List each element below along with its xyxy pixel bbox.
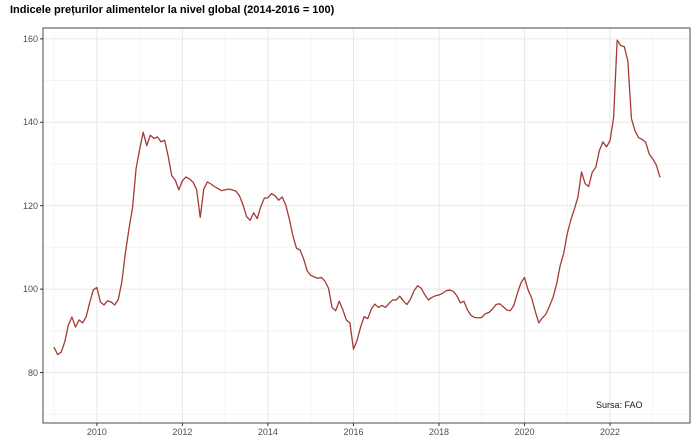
y-tick-label: 80 [27,367,38,378]
y-tick-label: 120 [22,200,38,211]
panel-background [43,28,690,423]
data-line-fao-index [53,39,661,356]
x-tick-label: 2010 [86,427,107,437]
x-tick-label: 2016 [343,427,364,437]
y-tick-label: 100 [22,284,38,295]
x-tick-label: 2020 [514,427,535,437]
y-tick-label: 160 [22,33,38,44]
x-tick-label: 2014 [257,427,278,437]
chart-title: Indicele prețurilor alimentelor la nivel… [10,4,335,16]
y-tick-label: 140 [22,117,38,128]
x-tick-label: 2022 [600,427,621,437]
x-tick-label: 2018 [428,427,449,437]
panel-border [42,27,691,424]
source-annotation: Sursa: FAO [596,400,643,410]
x-tick-label: 2012 [172,427,193,437]
